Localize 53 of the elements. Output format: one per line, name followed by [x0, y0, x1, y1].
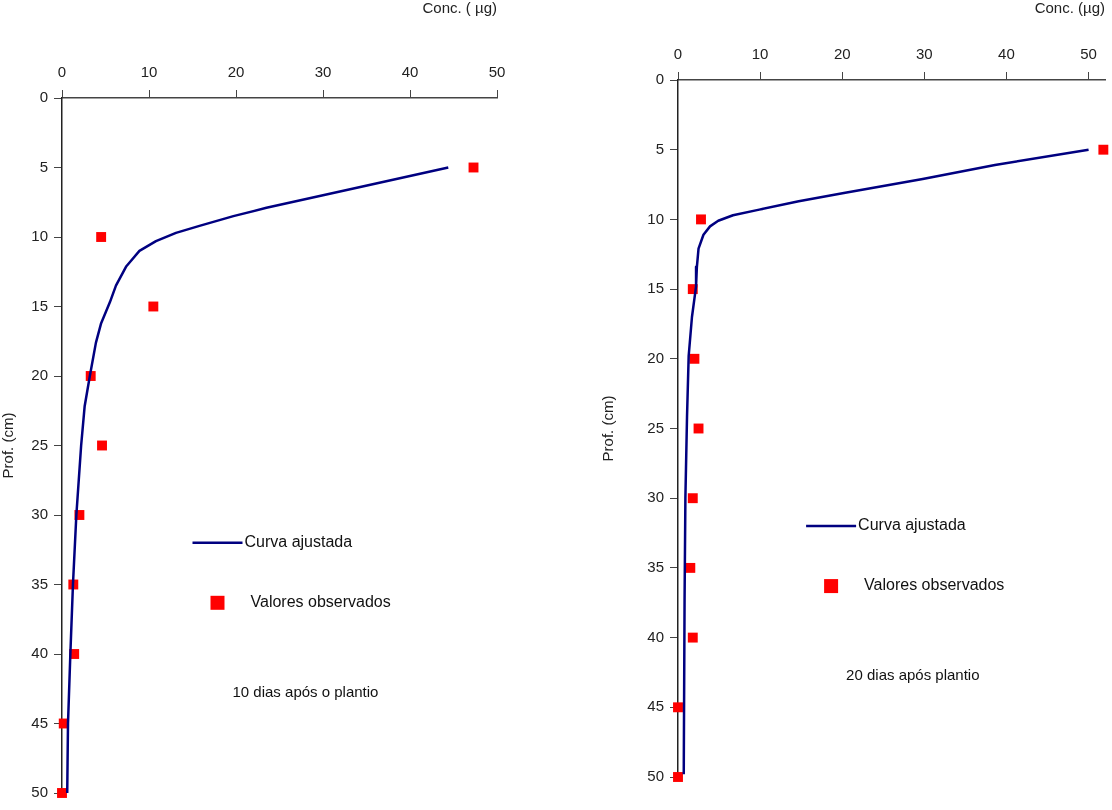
- annotation: 10 dias após o plantio: [232, 682, 379, 700]
- x-tick-label: 20: [227, 63, 245, 81]
- y-tick-label: 5: [39, 157, 48, 175]
- y-axis-title: Prof. (cm): [0, 412, 17, 479]
- y-tick-label: 10: [31, 227, 48, 245]
- x-tick-label: 0: [57, 63, 67, 81]
- y-tick-label: 50: [31, 783, 48, 801]
- y-tick-label: 0: [39, 88, 48, 106]
- x-tick-label: 30: [916, 45, 933, 63]
- y-tick-label: 5: [655, 139, 664, 157]
- x-tick-label: 50: [488, 63, 506, 81]
- legend-label: Curva ajustada: [858, 516, 966, 534]
- point: [687, 493, 698, 504]
- x-tick-label: 20: [833, 45, 851, 63]
- y-tick-label: 15: [31, 296, 48, 314]
- point: [673, 772, 683, 782]
- x-tick-label: 10: [140, 63, 158, 81]
- point: [148, 301, 159, 312]
- annotation: 20 dias após plantio: [846, 666, 980, 684]
- y-tick-label: 40: [31, 644, 48, 662]
- x-axis-title: Conc. (µg): [1034, 0, 1105, 17]
- x-tick-label: 10: [751, 45, 769, 63]
- legend-label: Valores observados: [250, 593, 391, 611]
- y-tick-label: 40: [647, 627, 664, 645]
- y-tick-label: 50: [647, 767, 664, 785]
- y-tick-label: 35: [31, 574, 48, 592]
- x-tick-label: 30: [314, 63, 332, 81]
- point: [57, 788, 67, 798]
- y-axis-title: Prof. (cm): [599, 395, 617, 462]
- y-tick-label: 30: [31, 505, 48, 523]
- y-tick-label: 35: [647, 558, 664, 576]
- point: [97, 440, 107, 451]
- point: [96, 232, 107, 242]
- point: [687, 632, 698, 643]
- x-axis-title: Conc. ( µg): [422, 0, 497, 17]
- y-tick-label: 20: [31, 366, 48, 384]
- x-tick-label: 40: [401, 63, 419, 81]
- y-tick-label: 10: [647, 209, 664, 227]
- y-tick-label: 20: [647, 348, 664, 366]
- legend-label: Curva ajustada: [244, 533, 353, 551]
- x-tick-label: 0: [673, 45, 683, 63]
- x-tick-label: 50: [1080, 45, 1097, 63]
- legend-label: Valores observados: [864, 576, 1005, 594]
- y-tick-label: 25: [31, 435, 48, 453]
- y-tick-label: 15: [647, 279, 664, 297]
- y-tick-label: 45: [647, 697, 664, 715]
- x-tick-label: 40: [998, 45, 1015, 63]
- point: [696, 214, 706, 225]
- point: [673, 702, 683, 713]
- y-tick-label: 25: [647, 418, 664, 436]
- y-tick-label: 45: [31, 713, 48, 731]
- y-tick-label: 30: [647, 488, 664, 506]
- point: [1098, 144, 1109, 155]
